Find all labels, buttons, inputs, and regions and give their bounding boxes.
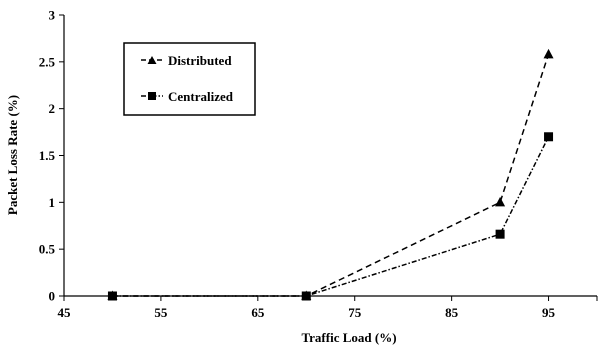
- legend-marker-distributed: [147, 56, 157, 64]
- y-tick-label: 2.5: [39, 54, 56, 69]
- x-tick-label: 45: [58, 305, 72, 320]
- y-tick-label: 2: [49, 101, 56, 116]
- x-tick-label: 75: [348, 305, 362, 320]
- marker-distributed: [107, 290, 118, 300]
- marker-distributed: [495, 196, 506, 207]
- x-tick-label: 65: [251, 305, 265, 320]
- x-tick-label: 55: [154, 305, 168, 320]
- marker-centralized: [495, 229, 505, 239]
- ticks: 0 0.5 1 1.5 2 2.5 3 45 55 65 75 85 95: [39, 8, 598, 320]
- legend: Distributed Centralized: [123, 42, 256, 116]
- x-tick-label: 85: [445, 305, 459, 320]
- y-tick-label: 0.5: [39, 242, 56, 257]
- y-tick-label: 1.5: [39, 148, 56, 163]
- legend-marker-centralized: [148, 92, 156, 100]
- y-axis-title: Packet Loss Rate (%): [5, 95, 20, 215]
- markers: [107, 48, 554, 301]
- marker-distributed: [301, 290, 312, 300]
- legend-label-distributed: Distributed: [168, 53, 232, 68]
- y-tick-label: 0: [49, 289, 56, 304]
- series-lines: [112, 54, 550, 297]
- series-line-centralized: [112, 136, 550, 297]
- y-tick-label: 3: [49, 8, 56, 23]
- legend-box: [123, 42, 256, 116]
- y-tick-label: 1: [49, 195, 56, 210]
- x-tick-label: 95: [542, 305, 556, 320]
- marker-centralized: [544, 132, 554, 142]
- legend-label-centralized: Centralized: [168, 89, 234, 104]
- series-line-distributed: [112, 54, 550, 297]
- marker-distributed: [543, 48, 554, 59]
- x-axis-title: Traffic Load (%): [301, 330, 396, 345]
